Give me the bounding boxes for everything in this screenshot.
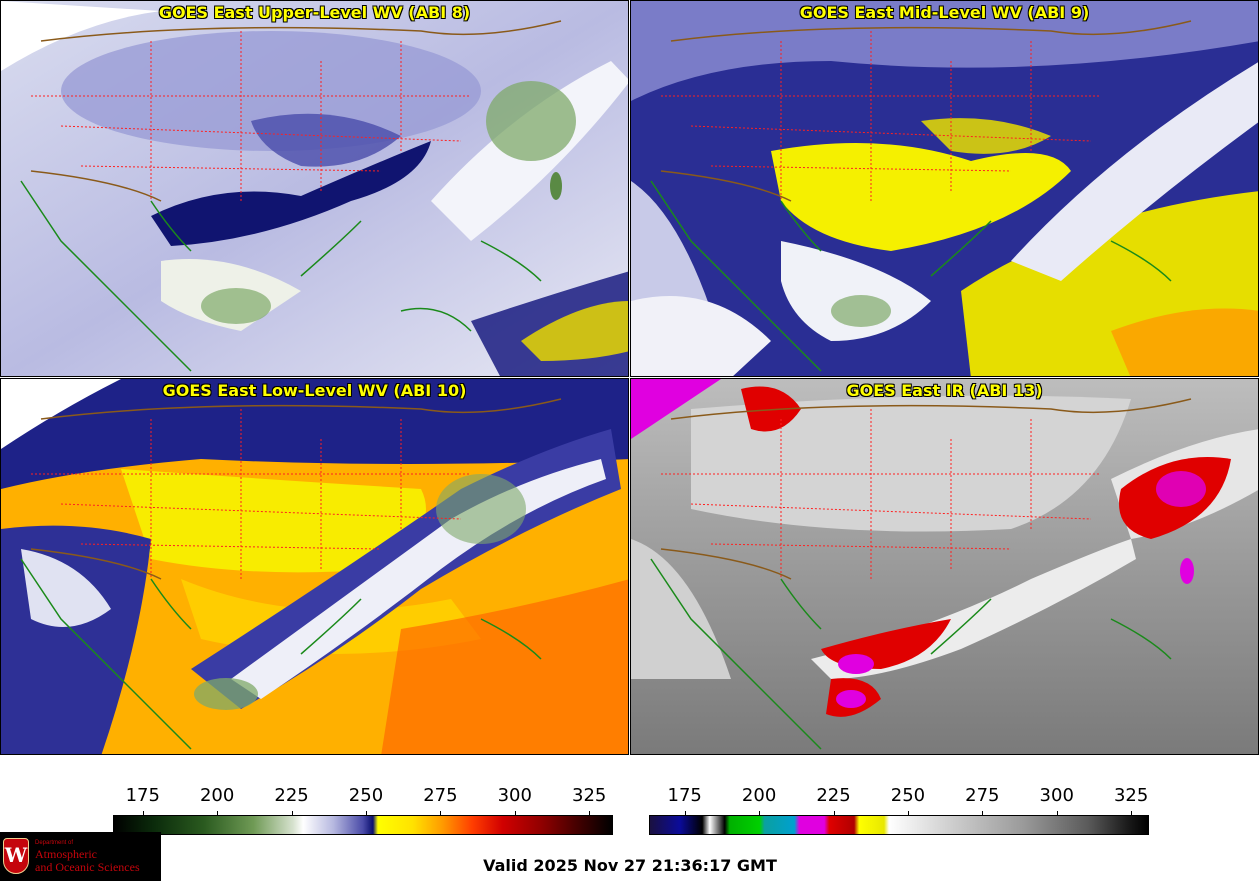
ir-tick-label: 225 [816, 785, 851, 806]
wv-tick-mark [514, 811, 516, 816]
wv-tick-label: 200 [199, 785, 235, 806]
wv-tick-label: 225 [274, 785, 309, 806]
logo-department: Department of [35, 840, 74, 846]
ir-tick-mark [1056, 811, 1058, 816]
ir-tick-label: 250 [890, 785, 926, 806]
ir-tick-mark [833, 811, 835, 816]
ir-image [631, 379, 1258, 754]
logo-line-1: Atmospheric [35, 847, 97, 861]
ir-colorbar [649, 815, 1149, 835]
wv-tick-label: 175 [125, 785, 160, 806]
wv-tick-mark [142, 811, 144, 816]
low-level-wv-panel: GOES East Low-Level WV (ABI 10) [0, 378, 629, 755]
ir-tick-mark [982, 811, 984, 816]
upper-level-wv-panel: GOES East Upper-Level WV (ABI 8) [0, 0, 629, 377]
upper-level-wv-image [1, 1, 628, 376]
aos-logo: W Department of Atmospheric and Oceanic … [0, 832, 161, 881]
mid-level-wv-panel: GOES East Mid-Level WV (ABI 9) [630, 0, 1259, 377]
uw-crest-icon: W [3, 838, 29, 874]
wv-tick-label: 325 [572, 785, 607, 806]
panel-title: GOES East Low-Level WV (ABI 10) [162, 381, 467, 400]
panel-title: GOES East Upper-Level WV (ABI 8) [158, 3, 471, 22]
wv-tick-label: 300 [497, 785, 532, 806]
wv-tick-mark [440, 811, 442, 816]
wv-tick-mark [217, 811, 219, 816]
ir-tick-label: 275 [965, 785, 1000, 806]
panel-title: GOES East IR (ABI 13) [846, 381, 1043, 400]
logo-line-2: and Oceanic Sciences [35, 860, 140, 874]
wv-tick-mark [589, 811, 591, 816]
panel-title: GOES East Mid-Level WV (ABI 9) [799, 3, 1090, 22]
wv-tick-mark [291, 811, 293, 816]
low-level-wv-image [1, 379, 628, 754]
ir-tick-mark [759, 811, 761, 816]
wv-tick-label: 250 [348, 785, 384, 806]
mid-level-wv-image [631, 1, 1258, 376]
wv-tick-mark [365, 811, 367, 816]
ir-tick-mark [684, 811, 686, 816]
ir-tick-label: 200 [741, 785, 777, 806]
wv-tick-label: 275 [423, 785, 458, 806]
ir-tick-mark [1131, 811, 1133, 816]
valid-time: Valid 2025 Nov 27 21:36:17 GMT [483, 856, 777, 875]
ir-tick-label: 175 [667, 785, 702, 806]
ir-panel: GOES East IR (ABI 13) [630, 378, 1259, 755]
wv-colorbar [113, 815, 613, 835]
ir-tick-label: 325 [1113, 785, 1149, 806]
ir-tick-mark [907, 811, 909, 816]
ir-tick-label: 300 [1039, 785, 1074, 806]
